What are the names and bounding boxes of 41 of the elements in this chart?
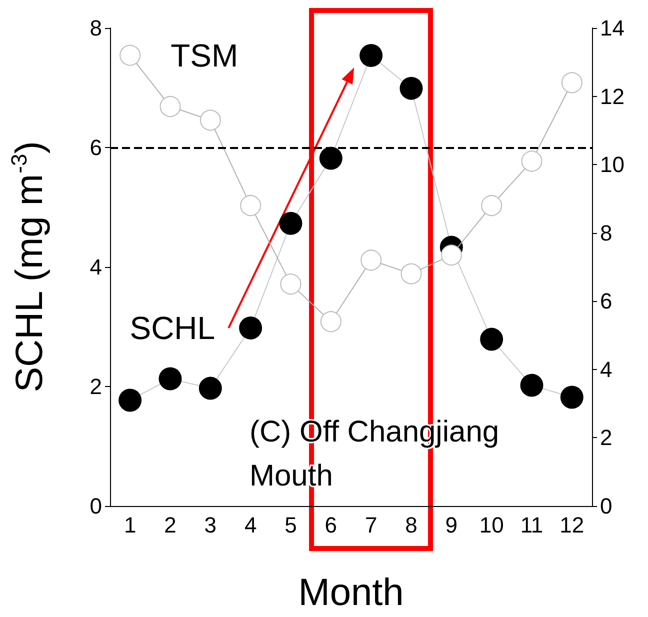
x-tick-label: 4 — [244, 512, 257, 538]
y-tick-label: 8 — [90, 16, 102, 40]
point — [520, 374, 544, 397]
y-tick-label: 0 — [90, 494, 102, 518]
y-tick-label: 6 — [90, 135, 102, 160]
x-tick-label: 9 — [445, 512, 458, 538]
point — [158, 367, 182, 390]
y2-tick-label: 6 — [600, 288, 612, 314]
point — [400, 76, 423, 100]
point — [279, 212, 302, 235]
y-tick-label: 4 — [90, 254, 102, 280]
x-tick-label: 5 — [284, 512, 297, 538]
x-tick-label: 1 — [124, 512, 136, 538]
x-tick-label: 12 — [560, 512, 584, 538]
point — [560, 386, 584, 409]
point — [440, 244, 462, 266]
x-tick-label: 8 — [405, 512, 418, 538]
point — [360, 44, 383, 67]
x-tick-label: 7 — [364, 512, 378, 538]
x-tick-label: 3 — [204, 512, 217, 538]
point — [118, 388, 142, 412]
y2-tick-label: 12 — [600, 84, 624, 109]
y2-tick-label: 4 — [600, 356, 612, 382]
y2-tick-label: 2 — [600, 425, 612, 450]
x-tick-label: 2 — [164, 512, 176, 538]
y2-tick-label: 14 — [600, 16, 624, 40]
y2-tick-label: 0 — [600, 494, 612, 518]
point — [480, 328, 504, 351]
y-tick-label: 2 — [90, 374, 102, 399]
point — [239, 316, 262, 340]
y2-tick-label: 8 — [600, 220, 612, 246]
series-label: SCHL — [130, 310, 216, 346]
series-label: TSM — [170, 37, 238, 74]
y-axis-title: SCHL (mg m-3) — [6, 141, 51, 392]
point — [319, 146, 342, 170]
point — [198, 376, 222, 400]
y2-tick-label: 10 — [600, 152, 624, 178]
x-tick-label: 11 — [520, 512, 544, 538]
x-tick-label: 6 — [324, 512, 338, 538]
x-tick-label: 10 — [479, 512, 504, 538]
x-axis-title: Month — [298, 572, 404, 614]
